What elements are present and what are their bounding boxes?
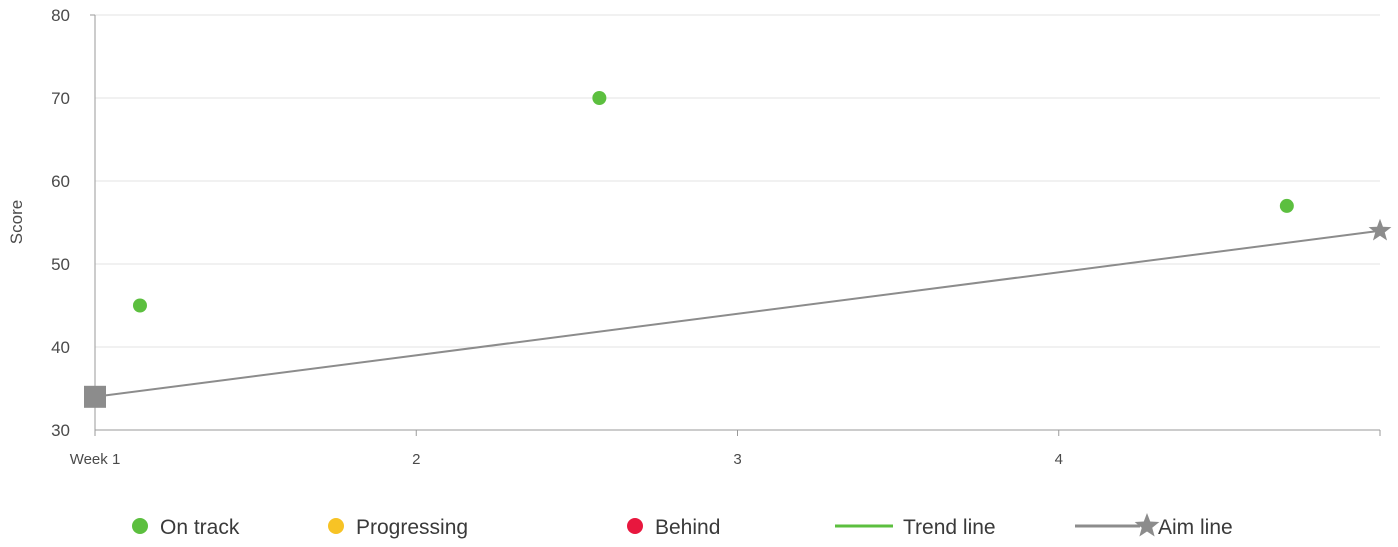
legend-marker	[132, 518, 148, 534]
y-tick-label: 30	[51, 421, 70, 440]
y-tick-label: 50	[51, 255, 70, 274]
y-tick-label: 80	[51, 6, 70, 25]
gridlines	[95, 14, 1380, 348]
axes: 30 40 50 60 70 80 Week 1 2 3 4	[51, 6, 1381, 468]
data-points	[132, 91, 1294, 313]
y-tick-label: 60	[51, 172, 70, 191]
y-tick-label: 40	[51, 338, 70, 357]
aim-line-start-marker	[84, 385, 106, 408]
data-point	[1279, 198, 1294, 213]
aim-line-end-star	[1368, 218, 1392, 241]
x-tick-label: 3	[733, 451, 741, 468]
y-tick-label: 70	[51, 89, 70, 108]
y-axis-title: Score	[7, 200, 26, 244]
legend-label: Trend line	[903, 516, 996, 539]
legend-label: Progressing	[356, 516, 468, 539]
x-tick-label: Week 1	[70, 451, 121, 468]
legend-marker	[627, 518, 643, 534]
aim-line-group	[84, 218, 1392, 408]
legend-star-icon	[1134, 513, 1160, 537]
legend-label: Aim line	[1158, 516, 1233, 539]
data-point	[592, 91, 607, 105]
x-tick-label: 2	[412, 451, 420, 468]
legend: On track Progressing Behind Trend line Aim l…	[132, 513, 1233, 539]
legend-label: On track	[160, 516, 240, 539]
legend-marker	[328, 518, 344, 534]
legend-label: Behind	[655, 516, 720, 539]
x-tick-label: 4	[1055, 451, 1063, 468]
aim-line	[94, 229, 1381, 398]
data-point	[132, 298, 147, 313]
